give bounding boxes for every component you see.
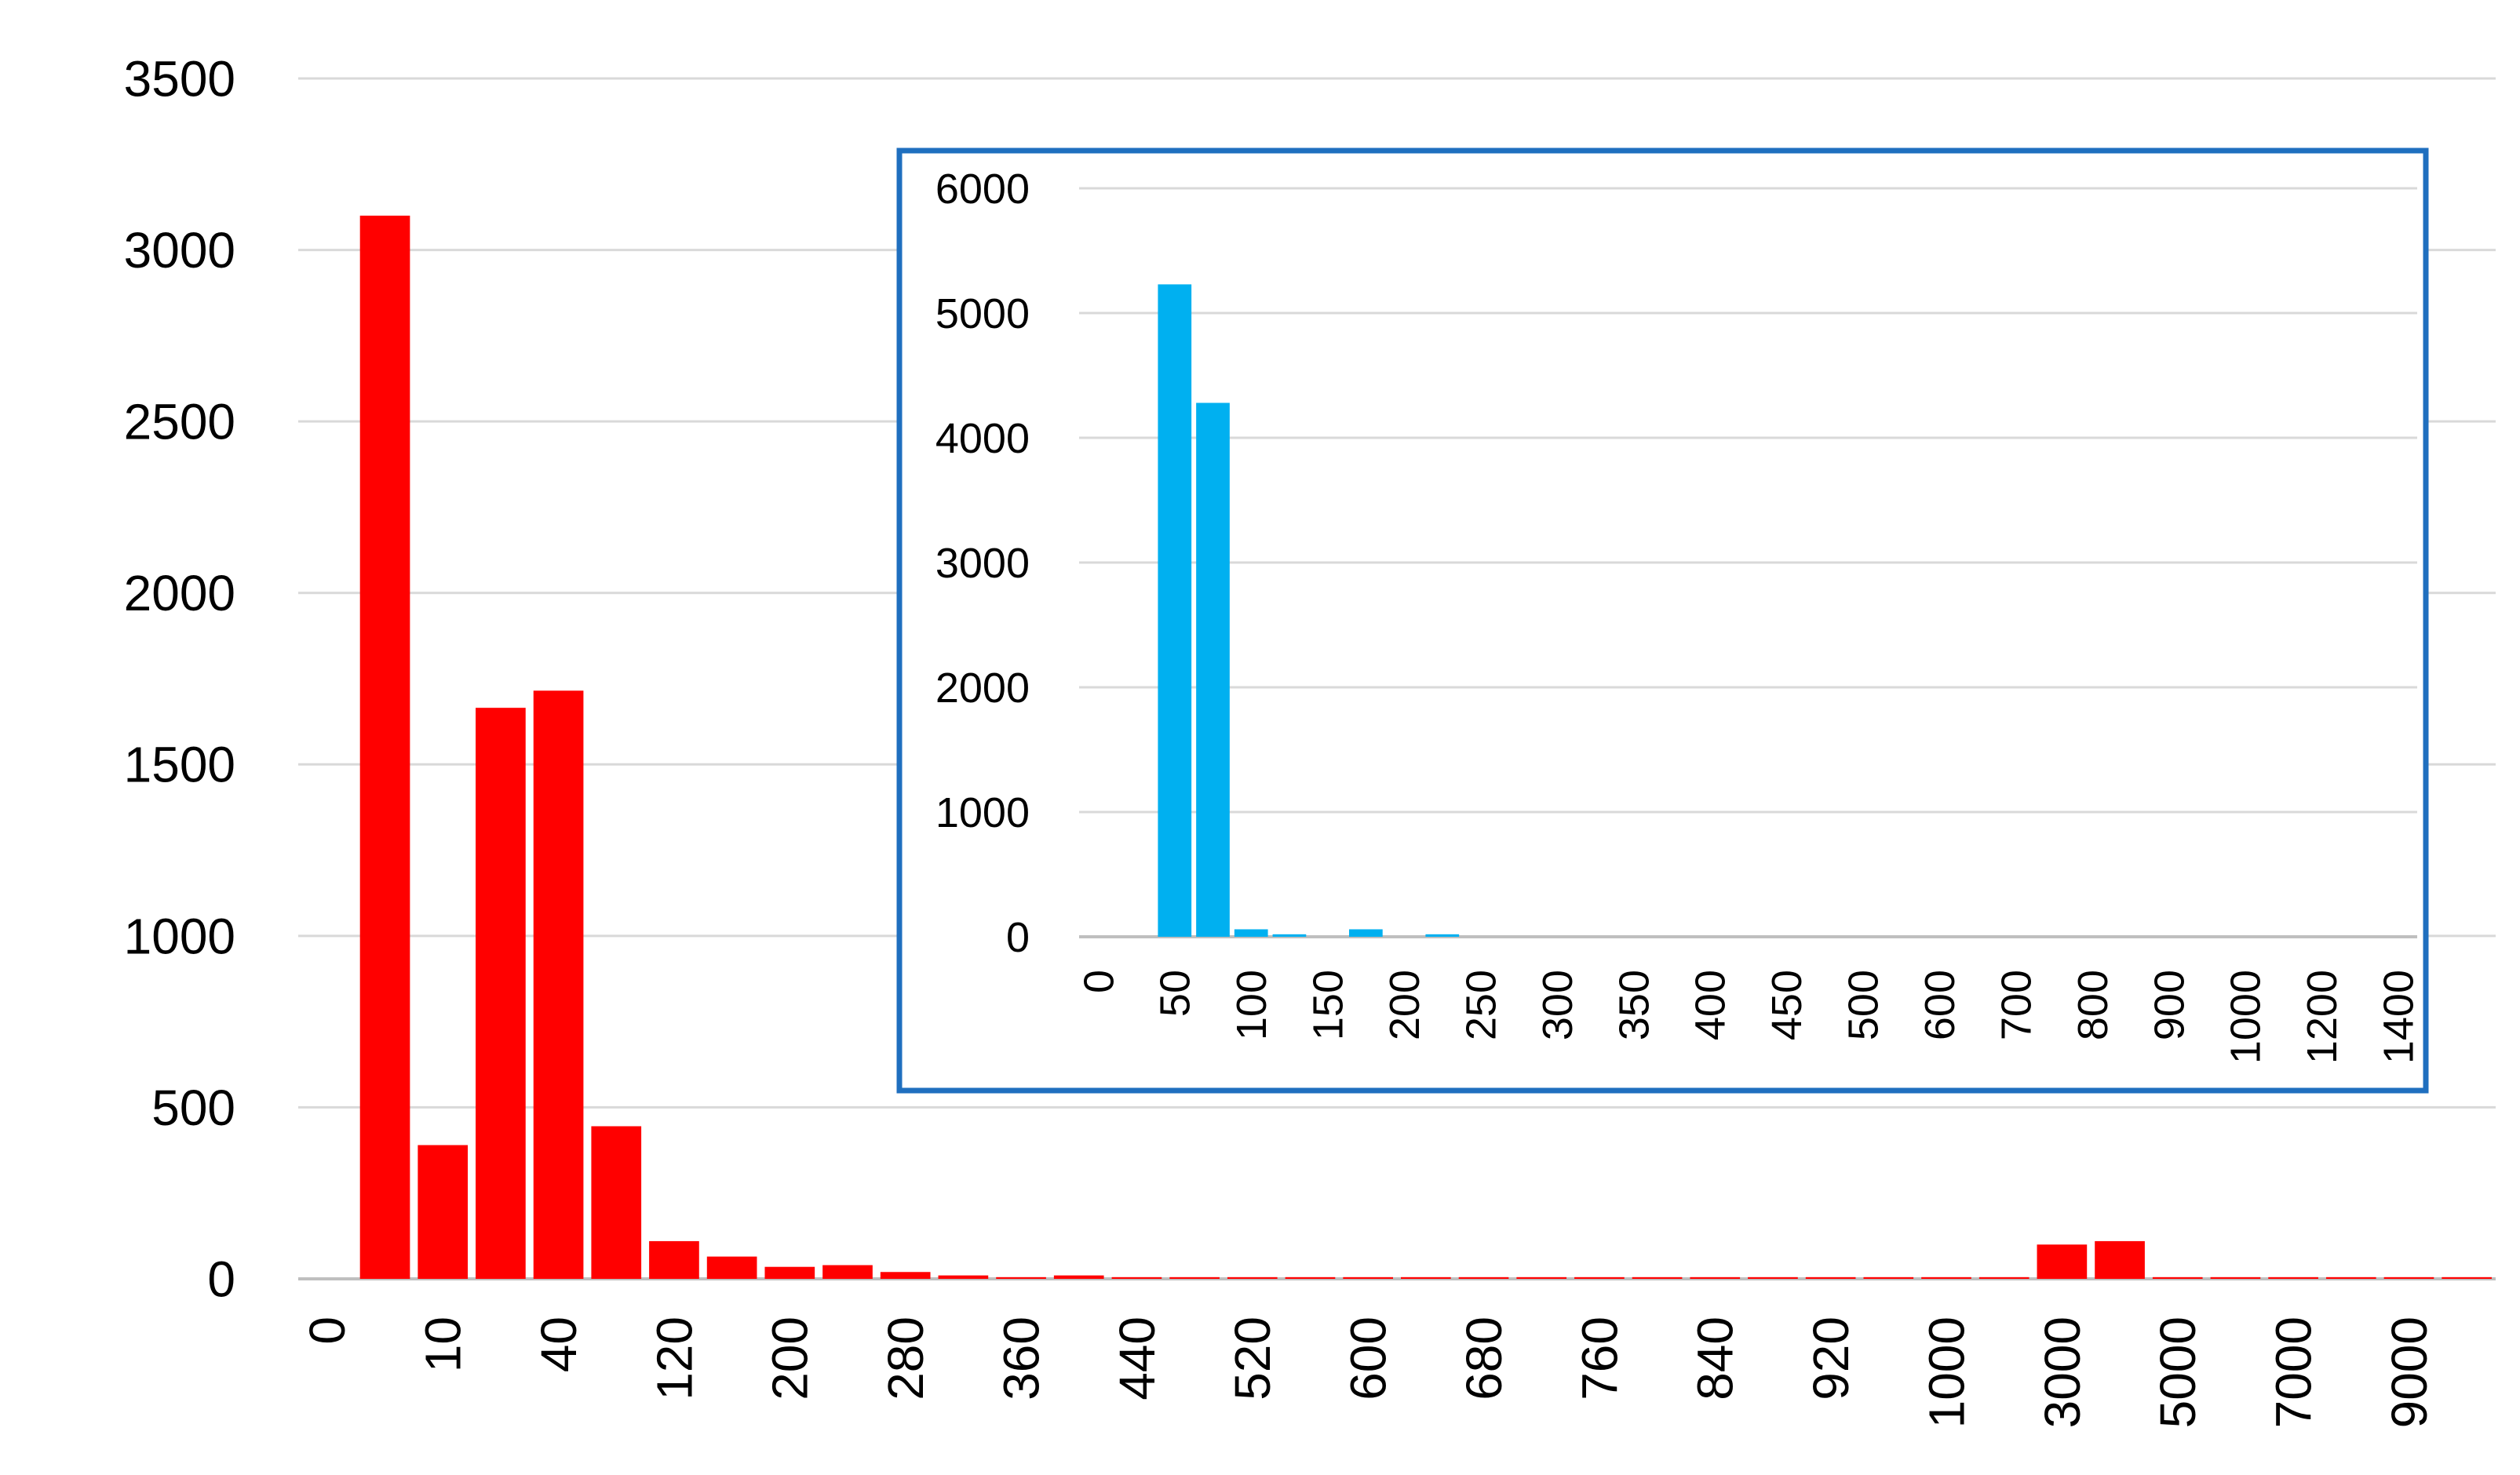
inset-x-tick-label: 500 bbox=[1840, 970, 1887, 1040]
main-x-tick-label: 280 bbox=[877, 1317, 934, 1400]
main-bar bbox=[996, 1277, 1046, 1279]
main-x-tick-label: 440 bbox=[1109, 1317, 1165, 1400]
main-bar bbox=[822, 1265, 873, 1279]
main-y-tick-label: 2500 bbox=[124, 394, 235, 450]
main-bar bbox=[533, 690, 584, 1279]
main-x-tick-label: 600 bbox=[1340, 1317, 1397, 1400]
main-bar bbox=[1053, 1275, 1104, 1279]
main-bar bbox=[1458, 1277, 1509, 1279]
main-y-tick-label: 500 bbox=[151, 1080, 235, 1136]
main-x-tick-label: 360 bbox=[993, 1317, 1049, 1400]
main-bar bbox=[1227, 1277, 1278, 1279]
main-x-tick-label: 10 bbox=[415, 1317, 472, 1372]
inset-x-tick-label: 50 bbox=[1152, 970, 1199, 1017]
main-x-tick-label: 120 bbox=[646, 1317, 702, 1400]
inset-bar bbox=[1272, 934, 1307, 937]
inset-x-tick-label: 1400 bbox=[2376, 970, 2423, 1064]
inset-x-tick-label: 1200 bbox=[2299, 970, 2346, 1064]
inset-x-tick-label: 200 bbox=[1381, 970, 1428, 1040]
main-y-tick-label: 3000 bbox=[124, 222, 235, 279]
main-x-tick-label: 7000 bbox=[2266, 1317, 2322, 1428]
inset-y-tick-label: 0 bbox=[1006, 914, 1030, 961]
main-bar bbox=[359, 215, 410, 1279]
main-y-tick-label: 1000 bbox=[124, 908, 235, 964]
main-bar bbox=[2095, 1240, 2145, 1279]
main-x-tick-label: 0 bbox=[299, 1317, 356, 1345]
inset-x-tick-label: 900 bbox=[2146, 970, 2193, 1040]
main-x-tick-label: 40 bbox=[531, 1317, 587, 1372]
inset-bar bbox=[1196, 402, 1230, 937]
inset-x-tick-label: 350 bbox=[1610, 970, 1658, 1040]
inset-y-tick-label: 1000 bbox=[935, 789, 1030, 836]
inset-x-tick-label: 600 bbox=[1916, 970, 1964, 1040]
main-bar bbox=[476, 708, 526, 1279]
inset-x-tick-label: 300 bbox=[1534, 970, 1581, 1040]
inset-bar bbox=[1349, 929, 1383, 937]
main-x-tick-label: 9000 bbox=[2381, 1317, 2438, 1428]
main-bar bbox=[1921, 1277, 1971, 1279]
main-bar bbox=[418, 1145, 469, 1279]
main-y-tick-label: 0 bbox=[207, 1251, 235, 1307]
main-bar bbox=[1690, 1277, 1741, 1279]
main-y-tick-label: 2000 bbox=[124, 565, 235, 621]
main-bar bbox=[1111, 1277, 1162, 1279]
main-bar bbox=[938, 1275, 989, 1279]
main-x-tick-label: 3000 bbox=[2034, 1317, 2091, 1428]
main-bar bbox=[2210, 1277, 2261, 1279]
main-y-tick-label: 3500 bbox=[124, 50, 235, 107]
main-x-tick-label: 760 bbox=[1571, 1317, 1628, 1400]
main-x-tick-label: 1000 bbox=[1918, 1317, 1975, 1428]
main-bar bbox=[1343, 1277, 1393, 1279]
inset-x-tick-label: 700 bbox=[1993, 970, 2040, 1040]
main-bar bbox=[1978, 1277, 2029, 1279]
inset-x-tick-label: 800 bbox=[2070, 970, 2117, 1040]
main-bar bbox=[1632, 1277, 1683, 1279]
main-bar bbox=[1863, 1277, 1914, 1279]
inset-bar bbox=[1158, 284, 1192, 937]
main-x-tick-label: 840 bbox=[1687, 1317, 1744, 1400]
main-bar bbox=[649, 1240, 699, 1279]
inset-bar bbox=[1425, 934, 1460, 937]
main-bar bbox=[1805, 1277, 1856, 1279]
main-bar bbox=[2325, 1277, 2376, 1279]
main-bar bbox=[1574, 1277, 1625, 1279]
main-bar bbox=[2268, 1277, 2318, 1279]
inset-frame bbox=[896, 148, 2429, 1094]
main-bar bbox=[1285, 1277, 1336, 1279]
main-bar bbox=[764, 1266, 815, 1279]
inset-y-tick-label: 3000 bbox=[935, 540, 1030, 587]
main-x-tick-label: 520 bbox=[1224, 1317, 1281, 1400]
main-x-tick-label: 920 bbox=[1803, 1317, 1859, 1400]
inset-x-tick-label: 400 bbox=[1687, 970, 1734, 1040]
main-bar bbox=[1169, 1277, 1220, 1279]
main-bar bbox=[591, 1126, 642, 1279]
inset-y-tick-label: 4000 bbox=[935, 415, 1030, 462]
inset-y-tick-label: 5000 bbox=[935, 290, 1030, 337]
inset-x-tick-label: 0 bbox=[1075, 970, 1122, 993]
main-bar bbox=[2442, 1277, 2492, 1279]
inset-y-tick-label: 6000 bbox=[935, 166, 1030, 213]
main-x-tick-label: 5000 bbox=[2150, 1317, 2206, 1428]
main-y-tick-label: 1500 bbox=[124, 737, 235, 793]
inset-chart: 0 1000 2000 3000 4000 5000 6000 0 50 100 150 200 250… bbox=[896, 148, 2429, 1094]
main-bar bbox=[2037, 1244, 2088, 1279]
inset-y-tick-label: 2000 bbox=[935, 665, 1030, 712]
inset-x-tick-label: 450 bbox=[1763, 970, 1811, 1040]
main-bar bbox=[880, 1272, 931, 1279]
inset-x-tick-label: 150 bbox=[1305, 970, 1352, 1040]
main-bar bbox=[2152, 1277, 2203, 1279]
inset-bar bbox=[1234, 929, 1268, 937]
inset-x-tick-label: 1000 bbox=[2223, 970, 2270, 1064]
main-bar bbox=[706, 1256, 757, 1279]
main-bar bbox=[1748, 1277, 1798, 1279]
inset-x-tick-label: 250 bbox=[1457, 970, 1504, 1040]
main-x-tick-label: 200 bbox=[762, 1317, 819, 1400]
main-bar bbox=[1516, 1277, 1567, 1279]
main-bar bbox=[2383, 1277, 2434, 1279]
main-x-tick-label: 680 bbox=[1456, 1317, 1512, 1400]
main-bar bbox=[1401, 1277, 1451, 1279]
inset-x-tick-label: 100 bbox=[1228, 970, 1275, 1040]
